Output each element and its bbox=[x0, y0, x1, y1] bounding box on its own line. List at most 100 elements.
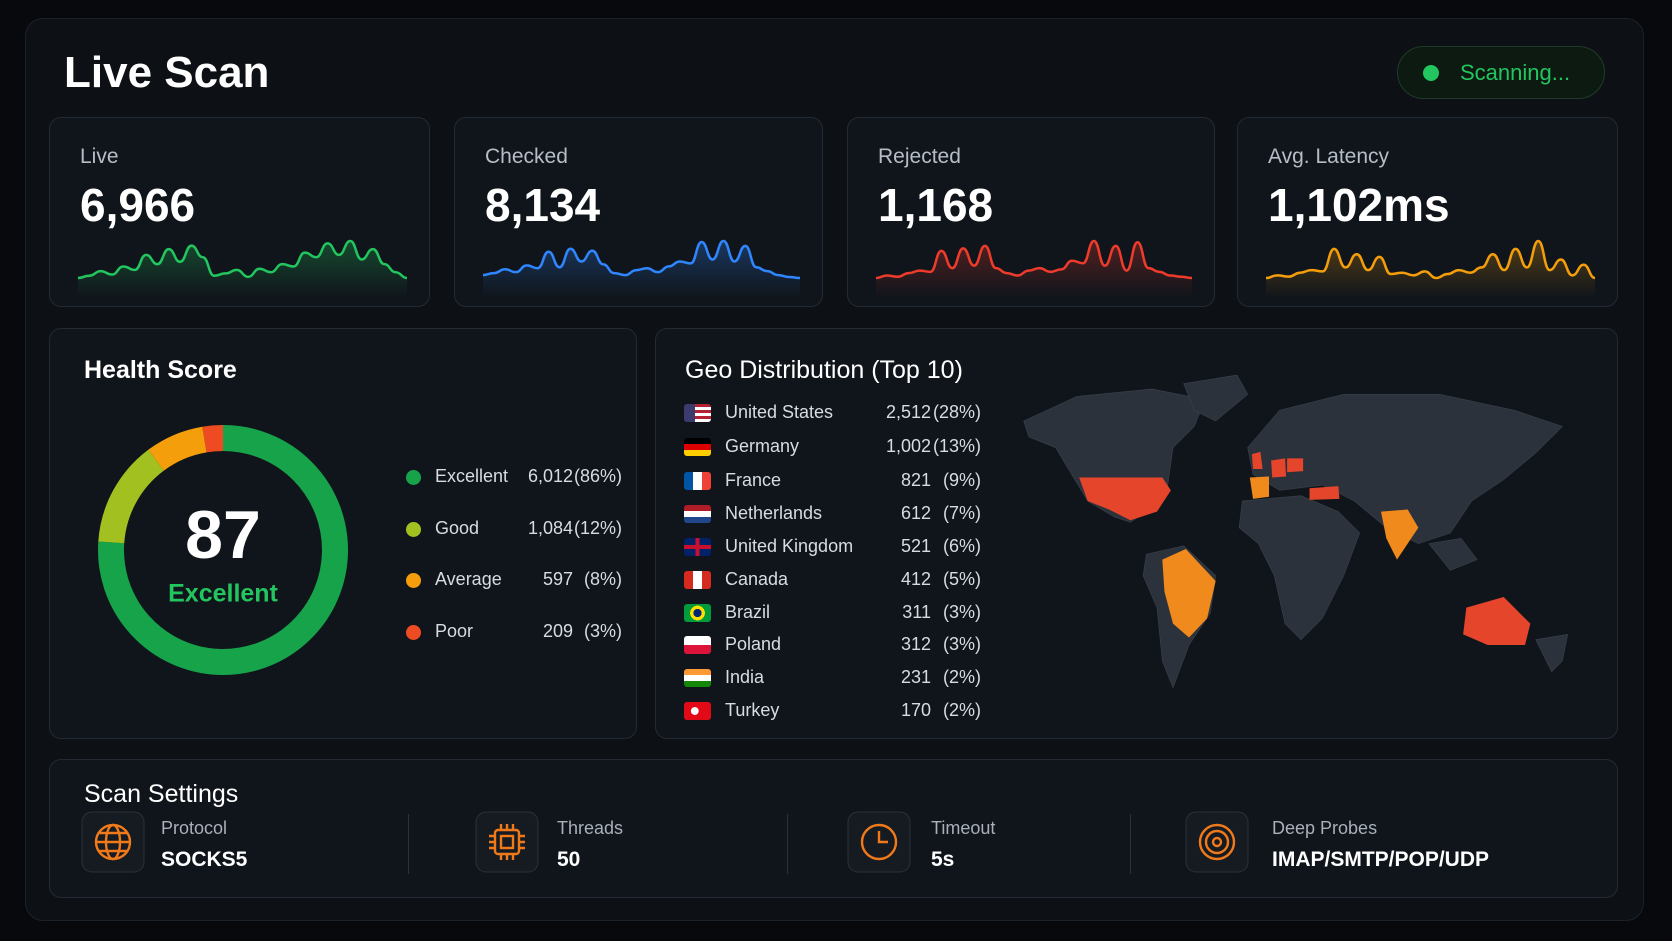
country-count: 412 bbox=[900, 569, 931, 589]
flag-icon bbox=[684, 472, 711, 490]
setting-label: Timeout bbox=[931, 818, 996, 838]
country-count: 312 bbox=[900, 634, 931, 654]
flag-icon bbox=[684, 438, 711, 456]
legend-dot bbox=[406, 573, 421, 588]
sparkline bbox=[77, 239, 408, 298]
country-share: (3%) bbox=[942, 602, 981, 622]
status-pill: Scanning... bbox=[1397, 46, 1605, 99]
stat-label: Live bbox=[80, 145, 119, 168]
sparkline-line bbox=[482, 239, 801, 280]
country-name: France bbox=[725, 470, 782, 490]
country-count: 231 bbox=[900, 667, 931, 687]
sparkline-line bbox=[77, 239, 408, 280]
stat-value: 1,102ms bbox=[1268, 179, 1450, 231]
flag-icon bbox=[684, 702, 711, 720]
page-title: Live Scan bbox=[64, 48, 270, 97]
legend-label: Excellent bbox=[435, 466, 509, 486]
stat-value: 1,168 bbox=[878, 179, 994, 231]
legend-count: 597 bbox=[542, 569, 573, 589]
stat-card: Rejected 1,168 bbox=[847, 117, 1215, 307]
settings-title: Scan Settings bbox=[84, 780, 239, 808]
country-name: India bbox=[725, 667, 765, 687]
donut-arc bbox=[202, 425, 224, 453]
settings-card: Scan Settings bbox=[49, 759, 1618, 898]
legend-count: 1,084 bbox=[527, 518, 573, 538]
status-text: Scanning... bbox=[1460, 60, 1571, 85]
map-highlight bbox=[1381, 509, 1419, 560]
sparkline-line bbox=[1265, 239, 1596, 280]
country-share: (13%) bbox=[932, 436, 981, 456]
country-share: (2%) bbox=[942, 700, 981, 720]
country-count: 170 bbox=[900, 700, 931, 720]
country-share: (28%) bbox=[932, 402, 981, 422]
legend-count: 6,012 bbox=[527, 466, 573, 486]
setting-value: SOCKS5 bbox=[161, 848, 248, 871]
country-count: 521 bbox=[900, 536, 931, 556]
health-title: Health Score bbox=[84, 356, 237, 384]
divider bbox=[408, 814, 409, 874]
country-name: United States bbox=[725, 402, 834, 422]
donut-arc bbox=[98, 425, 348, 675]
divider bbox=[787, 814, 788, 874]
country-share: (3%) bbox=[942, 634, 981, 654]
map-highlight bbox=[1162, 549, 1216, 638]
flag-icon bbox=[684, 571, 711, 589]
country-share: (6%) bbox=[942, 536, 981, 556]
world-map bbox=[1023, 374, 1569, 689]
country-name: Brazil bbox=[725, 602, 771, 622]
legend-dot bbox=[406, 470, 421, 485]
country-name: Poland bbox=[725, 634, 782, 654]
country-count: 2,512 bbox=[885, 402, 931, 422]
health-rating: Excellent bbox=[168, 580, 278, 608]
sparkline bbox=[482, 239, 801, 298]
country-name: Netherlands bbox=[725, 503, 823, 523]
legend-share: (86%) bbox=[573, 466, 622, 486]
geo-title: Geo Distribution (Top 10) bbox=[685, 356, 963, 384]
country-count: 821 bbox=[900, 470, 931, 490]
legend-label: Good bbox=[435, 518, 480, 538]
setting-value: 50 bbox=[557, 848, 581, 871]
donut-arc bbox=[98, 449, 165, 544]
sparkline bbox=[875, 239, 1193, 298]
flag-icon bbox=[684, 505, 711, 523]
legend-label: Average bbox=[435, 569, 502, 589]
stat-card: Avg. Latency 1,102ms bbox=[1237, 117, 1618, 307]
flag-icon bbox=[684, 404, 711, 422]
country-share: (7%) bbox=[942, 503, 981, 523]
legend-dot bbox=[406, 625, 421, 640]
legend-count: 209 bbox=[542, 621, 573, 641]
country-name: Canada bbox=[725, 569, 789, 589]
stat-value: 6,966 bbox=[80, 179, 196, 231]
legend-share: (12%) bbox=[573, 518, 622, 538]
country-share: (5%) bbox=[942, 569, 981, 589]
country-count: 612 bbox=[900, 503, 931, 523]
legend-share: (8%) bbox=[583, 569, 622, 589]
divider bbox=[1130, 814, 1131, 874]
sparkline-line bbox=[875, 239, 1193, 280]
map-highlight bbox=[1463, 597, 1531, 645]
country-share: (2%) bbox=[942, 667, 981, 687]
country-name: Germany bbox=[725, 436, 800, 456]
setting-value: 5s bbox=[931, 848, 955, 871]
stat-label: Rejected bbox=[878, 145, 961, 168]
sparkline-area bbox=[78, 241, 407, 298]
country-name: United Kingdom bbox=[725, 536, 854, 556]
stat-card: Checked 8,134 bbox=[454, 117, 823, 307]
map-highlight-europe bbox=[1249, 451, 1340, 500]
country-count: 311 bbox=[902, 602, 931, 622]
flag-icon bbox=[684, 538, 711, 556]
country-name: Turkey bbox=[725, 700, 780, 720]
setting-label: Protocol bbox=[161, 818, 228, 838]
stat-card: Live 6,966 bbox=[49, 117, 430, 307]
stat-label: Checked bbox=[485, 145, 568, 168]
donut-arc bbox=[148, 426, 208, 471]
setting-label: Threads bbox=[557, 818, 624, 838]
status-dot bbox=[1423, 65, 1439, 81]
flag-icon bbox=[684, 636, 711, 654]
sparkline-area bbox=[1266, 241, 1595, 298]
setting-label: Deep Probes bbox=[1272, 818, 1378, 838]
flag-icon bbox=[684, 604, 711, 622]
flag-icon bbox=[684, 669, 711, 687]
stat-value: 8,134 bbox=[485, 179, 601, 231]
